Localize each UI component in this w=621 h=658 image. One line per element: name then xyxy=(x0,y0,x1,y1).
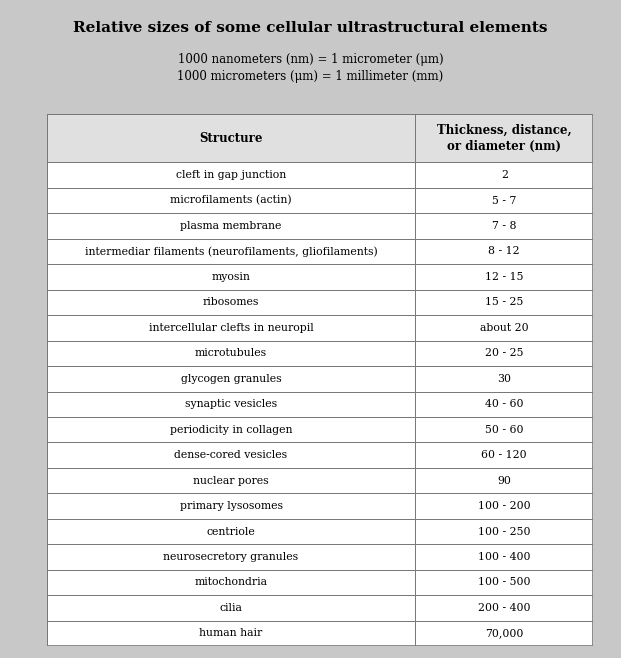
Text: 1000 micrometers (μm) = 1 millimeter (mm): 1000 micrometers (μm) = 1 millimeter (mm… xyxy=(178,70,443,84)
Bar xyxy=(415,188,593,213)
Bar xyxy=(415,595,593,620)
Bar xyxy=(47,468,415,494)
Bar xyxy=(415,114,593,163)
Text: plasma membrane: plasma membrane xyxy=(180,221,282,231)
Text: 50 - 60: 50 - 60 xyxy=(485,424,524,435)
Text: periodicity in collagen: periodicity in collagen xyxy=(170,424,292,435)
Text: synaptic vesicles: synaptic vesicles xyxy=(185,399,277,409)
Text: 12 - 15: 12 - 15 xyxy=(485,272,524,282)
Bar xyxy=(47,392,415,417)
Text: glycogen granules: glycogen granules xyxy=(181,374,281,384)
Bar xyxy=(415,315,593,341)
Text: Structure: Structure xyxy=(199,132,263,145)
Text: nuclear pores: nuclear pores xyxy=(193,476,269,486)
Text: centriole: centriole xyxy=(207,526,255,536)
Bar xyxy=(47,494,415,519)
Bar xyxy=(415,163,593,188)
Bar xyxy=(47,417,415,442)
Text: myosin: myosin xyxy=(212,272,250,282)
Bar xyxy=(47,620,415,646)
Bar xyxy=(415,239,593,265)
Text: neurosecretory granules: neurosecretory granules xyxy=(163,552,299,562)
Bar xyxy=(415,620,593,646)
Bar xyxy=(47,114,415,163)
Text: cleft in gap junction: cleft in gap junction xyxy=(176,170,286,180)
Bar xyxy=(47,213,415,239)
Bar xyxy=(415,417,593,442)
Bar xyxy=(47,341,415,366)
Text: 100 - 250: 100 - 250 xyxy=(478,526,530,536)
Text: 8 - 12: 8 - 12 xyxy=(489,247,520,257)
Text: Relative sizes of some cellular ultrastructural elements: Relative sizes of some cellular ultrastr… xyxy=(73,21,548,35)
Text: 15 - 25: 15 - 25 xyxy=(485,297,524,307)
Bar xyxy=(415,392,593,417)
Text: 60 - 120: 60 - 120 xyxy=(481,450,527,460)
Text: about 20: about 20 xyxy=(480,323,528,333)
Text: intermediar filaments (neurofilaments, gliofilaments): intermediar filaments (neurofilaments, g… xyxy=(84,246,378,257)
Text: 30: 30 xyxy=(497,374,511,384)
Text: 90: 90 xyxy=(497,476,511,486)
Bar xyxy=(47,315,415,341)
Text: human hair: human hair xyxy=(199,628,263,638)
Text: 70,000: 70,000 xyxy=(485,628,524,638)
Bar xyxy=(415,468,593,494)
Text: 100 - 400: 100 - 400 xyxy=(478,552,530,562)
Bar xyxy=(415,570,593,595)
Text: cilia: cilia xyxy=(220,603,242,613)
Bar xyxy=(47,366,415,392)
Text: ribosomes: ribosomes xyxy=(203,297,259,307)
Text: microtubules: microtubules xyxy=(195,348,267,359)
Bar xyxy=(415,442,593,468)
Text: 20 - 25: 20 - 25 xyxy=(485,348,524,359)
Text: intercellular clefts in neuropil: intercellular clefts in neuropil xyxy=(148,323,314,333)
Bar xyxy=(47,188,415,213)
Bar xyxy=(47,239,415,265)
Bar xyxy=(47,163,415,188)
Bar xyxy=(47,290,415,315)
Text: 5 - 7: 5 - 7 xyxy=(492,195,517,205)
Bar xyxy=(415,290,593,315)
Text: primary lysosomes: primary lysosomes xyxy=(179,501,283,511)
Text: microfilaments (actin): microfilaments (actin) xyxy=(170,195,292,206)
Text: 40 - 60: 40 - 60 xyxy=(485,399,524,409)
Text: dense-cored vesicles: dense-cored vesicles xyxy=(175,450,288,460)
Bar xyxy=(415,213,593,239)
Bar xyxy=(47,595,415,620)
Text: Thickness, distance,
or diameter (nm): Thickness, distance, or diameter (nm) xyxy=(437,124,571,153)
Bar xyxy=(415,366,593,392)
Bar xyxy=(47,570,415,595)
Text: mitochondria: mitochondria xyxy=(194,578,268,588)
Bar xyxy=(47,442,415,468)
Bar xyxy=(415,341,593,366)
Text: 1000 nanometers (nm) = 1 micrometer (μm): 1000 nanometers (nm) = 1 micrometer (μm) xyxy=(178,53,443,66)
Text: 100 - 500: 100 - 500 xyxy=(478,578,530,588)
Bar xyxy=(415,265,593,290)
Bar xyxy=(47,519,415,544)
Text: 7 - 8: 7 - 8 xyxy=(492,221,517,231)
Bar xyxy=(47,265,415,290)
Text: 200 - 400: 200 - 400 xyxy=(478,603,530,613)
Bar xyxy=(415,519,593,544)
Text: 2: 2 xyxy=(501,170,508,180)
Bar xyxy=(415,494,593,519)
Text: 100 - 200: 100 - 200 xyxy=(478,501,530,511)
Bar xyxy=(415,544,593,570)
Bar xyxy=(47,544,415,570)
